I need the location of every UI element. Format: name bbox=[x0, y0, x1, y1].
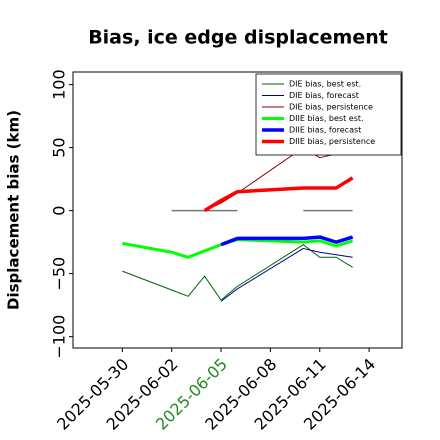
plot-area bbox=[72, 71, 403, 349]
y-tick-label: 0 bbox=[50, 206, 69, 216]
chart-title: Bias, ice edge displacement bbox=[88, 27, 388, 49]
series-line bbox=[220, 235, 354, 247]
y-tick-label: −50 bbox=[50, 257, 69, 291]
y-tick-label: 50 bbox=[50, 137, 69, 157]
series-line bbox=[122, 238, 354, 259]
y-tick-label: −100 bbox=[50, 315, 69, 359]
legend-label: DIIE bias, persistence bbox=[289, 137, 375, 146]
series-line bbox=[122, 244, 353, 301]
y-axis-label: Displacement bias (km) bbox=[5, 110, 23, 310]
legend-label: DIIE bias, best est. bbox=[289, 114, 364, 123]
series-line bbox=[220, 247, 353, 302]
legend-label: DIE bias, persistence bbox=[289, 103, 373, 112]
series-line bbox=[203, 176, 354, 213]
legend-label: DIIE bias, forecast bbox=[289, 126, 361, 135]
legend-label: DIE bias, forecast bbox=[289, 91, 359, 100]
legend-label: DIE bias, best est. bbox=[289, 80, 361, 89]
y-tick-label: 100 bbox=[50, 69, 69, 100]
series-line bbox=[204, 147, 337, 212]
